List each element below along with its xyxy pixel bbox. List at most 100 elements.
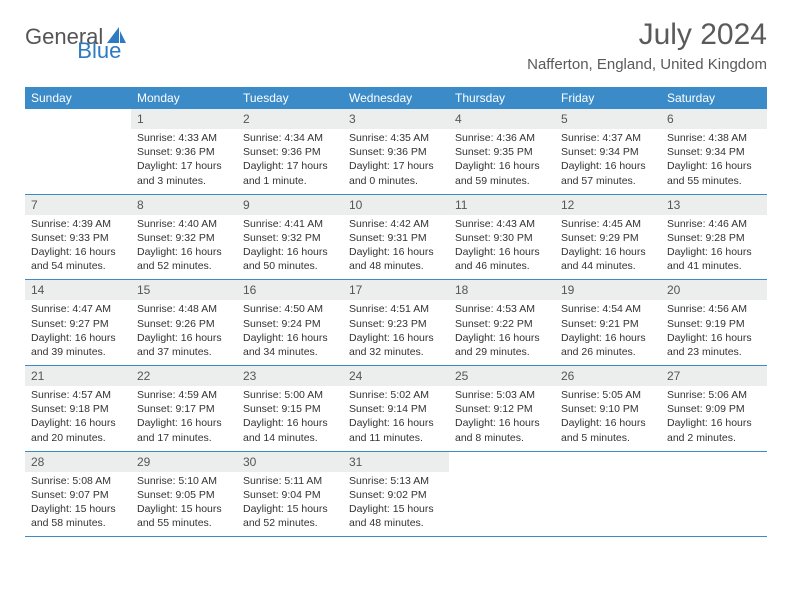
day-number-cell xyxy=(449,451,555,472)
daytext-row: Sunrise: 5:08 AMSunset: 9:07 PMDaylight:… xyxy=(25,472,767,537)
month-title: July 2024 xyxy=(527,18,767,52)
logo-text-blue: Blue xyxy=(77,38,121,64)
day-number-cell: 29 xyxy=(131,451,237,472)
day-number: 2 xyxy=(237,109,343,129)
day-number: 30 xyxy=(237,452,343,472)
day-text-cell: Sunrise: 5:03 AMSunset: 9:12 PMDaylight:… xyxy=(449,386,555,451)
day-number: 24 xyxy=(343,366,449,386)
day-detail: Sunrise: 4:42 AMSunset: 9:31 PMDaylight:… xyxy=(343,215,449,280)
day-detail: Sunrise: 5:08 AMSunset: 9:07 PMDaylight:… xyxy=(25,472,131,537)
day-number-cell: 27 xyxy=(661,366,767,387)
day-number: 12 xyxy=(555,195,661,215)
day-number-cell xyxy=(25,109,131,129)
day-text-cell xyxy=(661,472,767,537)
day-detail: Sunrise: 4:38 AMSunset: 9:34 PMDaylight:… xyxy=(661,129,767,194)
day-detail: Sunrise: 4:59 AMSunset: 9:17 PMDaylight:… xyxy=(131,386,237,451)
day-text-cell: Sunrise: 4:42 AMSunset: 9:31 PMDaylight:… xyxy=(343,215,449,280)
day-number: 4 xyxy=(449,109,555,129)
day-number-cell xyxy=(555,451,661,472)
day-number-cell: 17 xyxy=(343,280,449,301)
day-text-cell: Sunrise: 4:33 AMSunset: 9:36 PMDaylight:… xyxy=(131,129,237,194)
day-number: 1 xyxy=(131,109,237,129)
day-number-cell: 2 xyxy=(237,109,343,129)
day-detail: Sunrise: 4:40 AMSunset: 9:32 PMDaylight:… xyxy=(131,215,237,280)
day-text-cell: Sunrise: 4:41 AMSunset: 9:32 PMDaylight:… xyxy=(237,215,343,280)
day-text-cell: Sunrise: 5:10 AMSunset: 9:05 PMDaylight:… xyxy=(131,472,237,537)
day-text-cell: Sunrise: 5:11 AMSunset: 9:04 PMDaylight:… xyxy=(237,472,343,537)
day-number-cell: 31 xyxy=(343,451,449,472)
weekday-header: Monday xyxy=(131,87,237,109)
daynum-row: 123456 xyxy=(25,109,767,129)
day-text-cell: Sunrise: 5:13 AMSunset: 9:02 PMDaylight:… xyxy=(343,472,449,537)
day-text-cell: Sunrise: 4:34 AMSunset: 9:36 PMDaylight:… xyxy=(237,129,343,194)
day-number: 19 xyxy=(555,280,661,300)
day-number: 26 xyxy=(555,366,661,386)
day-number: 8 xyxy=(131,195,237,215)
day-number: 31 xyxy=(343,452,449,472)
day-number: 23 xyxy=(237,366,343,386)
day-text-cell: Sunrise: 4:57 AMSunset: 9:18 PMDaylight:… xyxy=(25,386,131,451)
day-text-cell xyxy=(25,129,131,194)
day-number: 16 xyxy=(237,280,343,300)
daytext-row: Sunrise: 4:47 AMSunset: 9:27 PMDaylight:… xyxy=(25,300,767,365)
day-text-cell: Sunrise: 5:05 AMSunset: 9:10 PMDaylight:… xyxy=(555,386,661,451)
day-text-cell: Sunrise: 4:59 AMSunset: 9:17 PMDaylight:… xyxy=(131,386,237,451)
day-number: 15 xyxy=(131,280,237,300)
day-number: 28 xyxy=(25,452,131,472)
day-number: 20 xyxy=(661,280,767,300)
day-number-cell: 3 xyxy=(343,109,449,129)
day-detail: Sunrise: 5:06 AMSunset: 9:09 PMDaylight:… xyxy=(661,386,767,451)
day-detail: Sunrise: 4:46 AMSunset: 9:28 PMDaylight:… xyxy=(661,215,767,280)
day-detail: Sunrise: 4:43 AMSunset: 9:30 PMDaylight:… xyxy=(449,215,555,280)
day-text-cell: Sunrise: 4:51 AMSunset: 9:23 PMDaylight:… xyxy=(343,300,449,365)
day-number-cell: 10 xyxy=(343,194,449,215)
weekday-header: Saturday xyxy=(661,87,767,109)
day-text-cell: Sunrise: 5:00 AMSunset: 9:15 PMDaylight:… xyxy=(237,386,343,451)
day-detail: Sunrise: 4:41 AMSunset: 9:32 PMDaylight:… xyxy=(237,215,343,280)
day-detail: Sunrise: 5:13 AMSunset: 9:02 PMDaylight:… xyxy=(343,472,449,537)
daytext-row: Sunrise: 4:33 AMSunset: 9:36 PMDaylight:… xyxy=(25,129,767,194)
day-number-cell: 24 xyxy=(343,366,449,387)
day-text-cell: Sunrise: 4:56 AMSunset: 9:19 PMDaylight:… xyxy=(661,300,767,365)
day-detail: Sunrise: 4:51 AMSunset: 9:23 PMDaylight:… xyxy=(343,300,449,365)
day-detail: Sunrise: 4:36 AMSunset: 9:35 PMDaylight:… xyxy=(449,129,555,194)
header: General Blue July 2024 Nafferton, Englan… xyxy=(25,18,767,73)
day-detail: Sunrise: 4:45 AMSunset: 9:29 PMDaylight:… xyxy=(555,215,661,280)
day-detail: Sunrise: 4:56 AMSunset: 9:19 PMDaylight:… xyxy=(661,300,767,365)
day-number-cell: 4 xyxy=(449,109,555,129)
day-text-cell: Sunrise: 5:08 AMSunset: 9:07 PMDaylight:… xyxy=(25,472,131,537)
day-number: 11 xyxy=(449,195,555,215)
day-number: 18 xyxy=(449,280,555,300)
day-text-cell: Sunrise: 4:54 AMSunset: 9:21 PMDaylight:… xyxy=(555,300,661,365)
daynum-row: 78910111213 xyxy=(25,194,767,215)
day-number: 17 xyxy=(343,280,449,300)
day-detail: Sunrise: 4:57 AMSunset: 9:18 PMDaylight:… xyxy=(25,386,131,451)
day-detail: Sunrise: 4:50 AMSunset: 9:24 PMDaylight:… xyxy=(237,300,343,365)
day-text-cell: Sunrise: 4:40 AMSunset: 9:32 PMDaylight:… xyxy=(131,215,237,280)
day-number-cell: 30 xyxy=(237,451,343,472)
day-detail: Sunrise: 4:34 AMSunset: 9:36 PMDaylight:… xyxy=(237,129,343,194)
day-number: 9 xyxy=(237,195,343,215)
day-detail: Sunrise: 5:05 AMSunset: 9:10 PMDaylight:… xyxy=(555,386,661,451)
weekday-header-row: Sunday Monday Tuesday Wednesday Thursday… xyxy=(25,87,767,109)
day-text-cell: Sunrise: 4:45 AMSunset: 9:29 PMDaylight:… xyxy=(555,215,661,280)
daynum-row: 14151617181920 xyxy=(25,280,767,301)
day-number-cell: 21 xyxy=(25,366,131,387)
day-number: 6 xyxy=(661,109,767,129)
day-text-cell: Sunrise: 5:06 AMSunset: 9:09 PMDaylight:… xyxy=(661,386,767,451)
day-number-cell: 12 xyxy=(555,194,661,215)
day-number-cell: 1 xyxy=(131,109,237,129)
day-number-cell: 8 xyxy=(131,194,237,215)
day-number: 10 xyxy=(343,195,449,215)
weekday-header: Wednesday xyxy=(343,87,449,109)
day-number-cell: 25 xyxy=(449,366,555,387)
day-text-cell: Sunrise: 4:36 AMSunset: 9:35 PMDaylight:… xyxy=(449,129,555,194)
weekday-header: Thursday xyxy=(449,87,555,109)
day-number: 7 xyxy=(25,195,131,215)
day-number-cell: 22 xyxy=(131,366,237,387)
daytext-row: Sunrise: 4:57 AMSunset: 9:18 PMDaylight:… xyxy=(25,386,767,451)
weekday-header: Sunday xyxy=(25,87,131,109)
day-number-cell: 18 xyxy=(449,280,555,301)
day-number-cell: 9 xyxy=(237,194,343,215)
day-number: 21 xyxy=(25,366,131,386)
